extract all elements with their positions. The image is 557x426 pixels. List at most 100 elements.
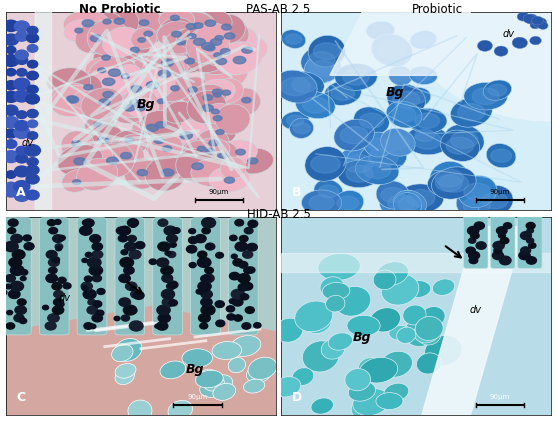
Circle shape: [6, 171, 16, 179]
Ellipse shape: [158, 76, 189, 99]
Circle shape: [164, 227, 177, 236]
Ellipse shape: [335, 64, 377, 91]
Ellipse shape: [220, 158, 246, 180]
Ellipse shape: [61, 131, 94, 160]
Ellipse shape: [206, 46, 215, 52]
Ellipse shape: [142, 114, 172, 132]
Ellipse shape: [170, 86, 179, 92]
Ellipse shape: [410, 32, 437, 50]
Ellipse shape: [203, 95, 212, 101]
Ellipse shape: [193, 24, 231, 55]
Circle shape: [526, 239, 534, 244]
Ellipse shape: [174, 13, 212, 38]
Ellipse shape: [206, 149, 215, 155]
Ellipse shape: [378, 42, 406, 60]
Ellipse shape: [131, 29, 157, 50]
Circle shape: [197, 258, 211, 268]
Ellipse shape: [115, 369, 134, 385]
Ellipse shape: [85, 115, 115, 135]
Circle shape: [47, 220, 56, 226]
Ellipse shape: [324, 82, 361, 106]
Circle shape: [121, 315, 130, 321]
Ellipse shape: [414, 322, 439, 343]
Ellipse shape: [77, 159, 118, 191]
FancyBboxPatch shape: [491, 215, 515, 269]
Circle shape: [129, 250, 141, 259]
Circle shape: [526, 223, 535, 230]
Circle shape: [46, 251, 57, 259]
Ellipse shape: [144, 32, 153, 37]
Ellipse shape: [84, 86, 92, 91]
Ellipse shape: [97, 69, 106, 73]
Ellipse shape: [87, 124, 123, 154]
Text: Bg: Bg: [137, 98, 155, 111]
Circle shape: [533, 18, 547, 29]
Ellipse shape: [177, 112, 209, 137]
Ellipse shape: [421, 307, 445, 328]
Ellipse shape: [53, 75, 64, 82]
Circle shape: [239, 262, 248, 268]
Ellipse shape: [139, 111, 182, 138]
Ellipse shape: [364, 133, 393, 158]
Ellipse shape: [358, 358, 381, 377]
Ellipse shape: [202, 105, 213, 112]
Ellipse shape: [472, 89, 499, 105]
Ellipse shape: [386, 135, 410, 150]
Circle shape: [531, 17, 544, 26]
Circle shape: [158, 242, 170, 251]
Ellipse shape: [124, 159, 160, 190]
FancyBboxPatch shape: [517, 215, 542, 269]
Circle shape: [189, 229, 196, 234]
Ellipse shape: [309, 196, 334, 211]
Ellipse shape: [119, 37, 150, 61]
Circle shape: [188, 237, 198, 244]
Ellipse shape: [130, 48, 139, 53]
Ellipse shape: [193, 24, 203, 29]
Ellipse shape: [161, 161, 167, 167]
Ellipse shape: [281, 78, 310, 96]
FancyBboxPatch shape: [77, 218, 107, 335]
Ellipse shape: [209, 167, 250, 193]
Circle shape: [52, 283, 62, 290]
Text: dv: dv: [21, 138, 33, 147]
Circle shape: [85, 253, 92, 258]
Ellipse shape: [418, 325, 441, 345]
Ellipse shape: [94, 123, 101, 127]
Circle shape: [12, 250, 25, 259]
Text: Bg: Bg: [185, 362, 204, 375]
Circle shape: [82, 286, 88, 291]
Ellipse shape: [224, 178, 234, 184]
Circle shape: [158, 314, 170, 323]
Text: 90μm: 90μm: [490, 394, 510, 400]
Ellipse shape: [401, 88, 431, 109]
Ellipse shape: [63, 11, 110, 40]
Polygon shape: [330, 13, 470, 76]
Ellipse shape: [198, 369, 219, 387]
Ellipse shape: [62, 170, 92, 193]
Ellipse shape: [212, 342, 242, 360]
Circle shape: [58, 278, 66, 284]
Circle shape: [474, 222, 485, 230]
Ellipse shape: [35, 88, 43, 92]
Ellipse shape: [464, 184, 491, 201]
Circle shape: [90, 325, 96, 329]
Wedge shape: [403, 13, 551, 122]
Ellipse shape: [51, 86, 96, 117]
Ellipse shape: [392, 71, 409, 82]
Ellipse shape: [351, 397, 378, 420]
Circle shape: [6, 323, 14, 329]
Ellipse shape: [246, 364, 271, 383]
Circle shape: [494, 47, 508, 57]
Ellipse shape: [301, 190, 342, 216]
Circle shape: [27, 86, 38, 94]
Circle shape: [3, 21, 18, 32]
Circle shape: [9, 258, 22, 268]
Ellipse shape: [287, 116, 304, 127]
Ellipse shape: [170, 16, 179, 21]
Ellipse shape: [130, 86, 142, 93]
Circle shape: [26, 191, 39, 200]
Circle shape: [27, 46, 38, 53]
Ellipse shape: [392, 108, 416, 123]
Ellipse shape: [203, 84, 233, 104]
Text: Bg: Bg: [385, 86, 404, 99]
